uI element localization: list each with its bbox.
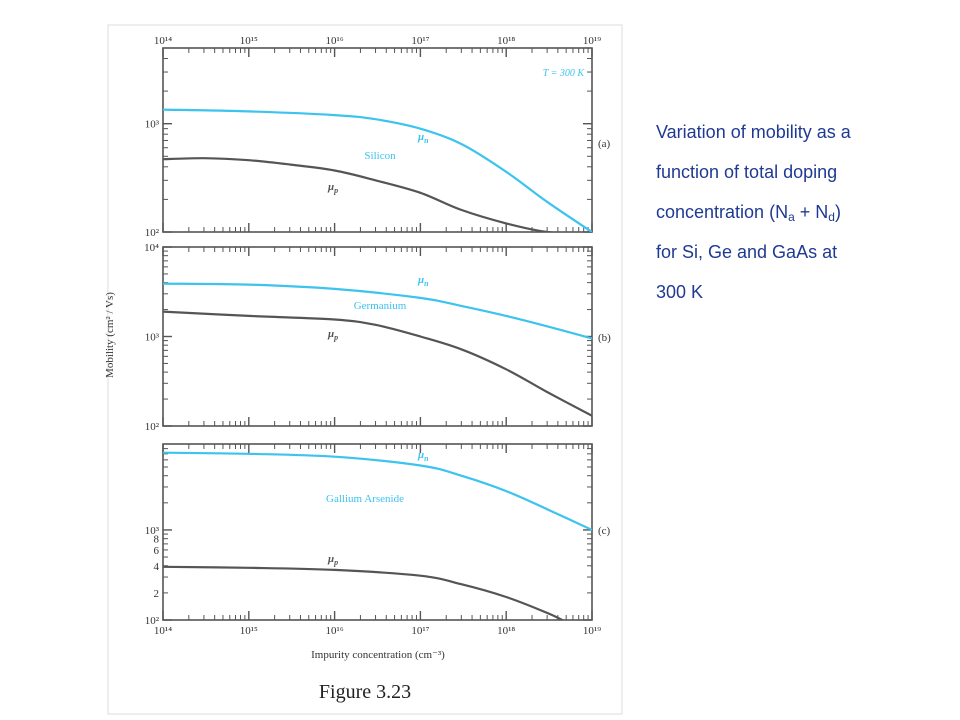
y-tick-label: 10² bbox=[145, 615, 160, 627]
figure-label: Figure 3.23 bbox=[319, 681, 411, 703]
series-label-mu-n: μn bbox=[417, 274, 429, 288]
caption-plus: + N bbox=[794, 202, 829, 222]
material-label: Germanium bbox=[354, 300, 407, 312]
caption-subscript-a: a bbox=[788, 210, 795, 224]
caption-line-3-start: concentration (N bbox=[656, 202, 789, 222]
x-axis-label: Impurity concentration (cm⁻³) bbox=[311, 649, 445, 661]
panel-tag: (a) bbox=[598, 138, 611, 150]
y-tick-label: 2 bbox=[154, 588, 160, 600]
series-label-mu-n: μn bbox=[417, 131, 429, 145]
x-tick-label: 10¹⁶ bbox=[326, 35, 344, 47]
caption-subscript-d: d bbox=[828, 210, 835, 224]
y-tick-label: 10² bbox=[145, 421, 160, 433]
x-tick-label: 10¹⁹ bbox=[583, 625, 601, 637]
x-tick-label: 10¹⁸ bbox=[497, 35, 515, 47]
caption-line-4: for Si, Ge and GaAs at bbox=[656, 242, 838, 262]
x-tick-label: 10¹⁴ bbox=[154, 625, 172, 637]
x-tick-label: 10¹⁹ bbox=[583, 35, 601, 47]
y-tick-label: 10⁴ bbox=[144, 242, 159, 254]
panel-germanium: 10⁴ 10³ 10² μn μp Germanium (b) bbox=[144, 242, 611, 433]
y-tick-label: 6 bbox=[154, 545, 160, 557]
caption: Variation of mobility as a function of t… bbox=[656, 112, 946, 312]
series-line-mu-p bbox=[163, 565, 565, 620]
y-tick-label: 10² bbox=[145, 227, 160, 239]
material-label: Silicon bbox=[364, 150, 396, 162]
panel-silicon: 10³ 10² 10¹⁴ 10¹⁵ 10¹⁶ 10¹⁷ 10¹⁸ 10¹⁹ μn μp Silico… bbox=[145, 35, 611, 239]
x-tick-label: 10¹⁸ bbox=[497, 625, 515, 637]
caption-line-3: concentration (Na + Nd) bbox=[656, 192, 946, 232]
caption-line-1: Variation of mobility as a bbox=[656, 122, 851, 142]
series-line-mu-n bbox=[163, 108, 592, 232]
y-tick-label: 10³ bbox=[145, 332, 160, 344]
y-axis-label: Mobility (cm² / Vs) bbox=[104, 292, 116, 378]
series-line-mu-p bbox=[163, 310, 592, 417]
series-label-mu-p: μp bbox=[327, 553, 338, 567]
panel-tag: (c) bbox=[598, 525, 611, 537]
y-tick-label: 8 bbox=[154, 534, 160, 546]
series-label-mu-n: μn bbox=[417, 449, 429, 463]
temperature-label: T = 300 K bbox=[543, 68, 586, 79]
x-tick-label: 10¹⁴ bbox=[154, 35, 172, 47]
figure-frame bbox=[107, 24, 623, 715]
series-label-mu-p: μp bbox=[327, 328, 338, 342]
series-line-mu-n bbox=[163, 451, 592, 531]
series-label-mu-p: μp bbox=[327, 181, 338, 195]
x-tick-label: 10¹⁵ bbox=[240, 625, 258, 637]
caption-line-2: function of total doping bbox=[656, 162, 838, 182]
series-line-mu-p bbox=[163, 157, 560, 232]
material-label: Gallium Arsenide bbox=[326, 493, 404, 505]
x-tick-label: 10¹⁵ bbox=[240, 35, 258, 47]
caption-line-5: 300 K bbox=[656, 282, 704, 302]
y-tick-label: 10³ bbox=[145, 119, 160, 131]
caption-line-3-end: ) bbox=[834, 202, 841, 222]
panel-frame bbox=[162, 443, 593, 621]
panel-tag: (b) bbox=[598, 332, 611, 344]
y-tick-label: 10³ bbox=[145, 525, 160, 537]
x-tick-label: 10¹⁷ bbox=[411, 35, 429, 47]
series-line-mu-n bbox=[163, 282, 592, 340]
x-tick-label: 10¹⁷ bbox=[411, 625, 429, 637]
y-tick-label: 4 bbox=[154, 561, 160, 573]
x-tick-label: 10¹⁶ bbox=[326, 625, 344, 637]
